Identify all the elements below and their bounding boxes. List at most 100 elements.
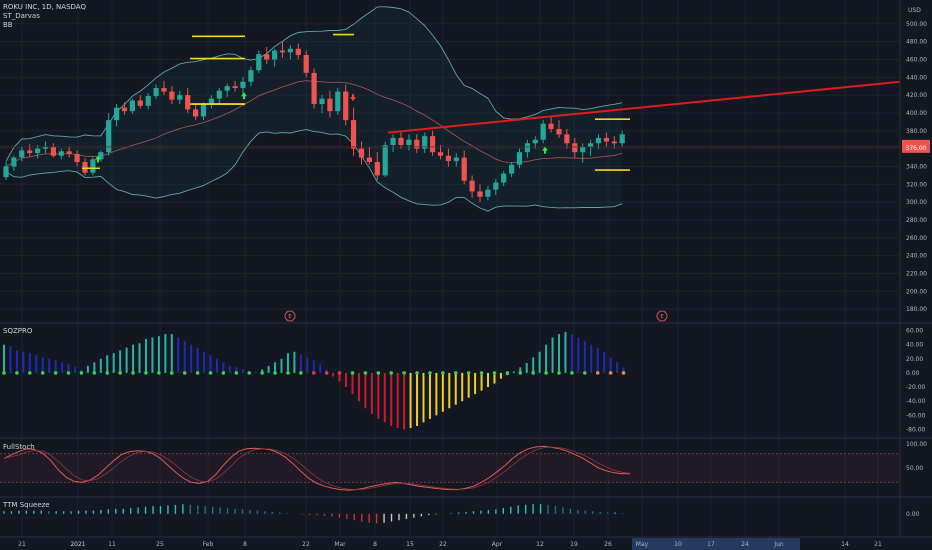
sqz-tick-label: -40.00: [906, 398, 926, 405]
candle-body: [137, 100, 143, 106]
candle-body: [422, 136, 428, 149]
candle-body: [303, 55, 309, 73]
ttm-squeeze-pane[interactable]: [3, 504, 624, 524]
candle-body: [185, 95, 191, 110]
candle-body: [161, 88, 167, 92]
squeeze-dot: [570, 371, 574, 375]
price-tick-label: 240.00: [906, 253, 927, 260]
time-axis-label: 21: [874, 541, 882, 548]
price-tick-label: 220.00: [906, 270, 927, 277]
squeeze-dot: [131, 371, 135, 375]
candle-body: [74, 153, 80, 162]
candle-body: [382, 145, 388, 176]
candle-body: [200, 104, 207, 117]
time-axis-label: 11: [108, 541, 116, 548]
candle-body: [177, 95, 183, 100]
fullstoch-title[interactable]: FullStoch: [3, 443, 35, 451]
squeeze-dot: [2, 371, 6, 375]
candle-body: [90, 159, 96, 173]
earnings-marker-label: E: [660, 314, 663, 320]
squeeze-dot: [415, 371, 419, 375]
candle-body: [358, 148, 365, 158]
squeeze-dot: [363, 371, 368, 375]
squeeze-dot: [144, 371, 148, 375]
squeeze-dot: [531, 371, 535, 375]
squeeze-dot: [15, 371, 19, 375]
time-axis-label: Mar: [334, 541, 346, 548]
time-axis-label: 10: [674, 541, 682, 548]
time-axis-label: Apr: [492, 541, 503, 548]
sqz-tick-label: 0.00: [906, 370, 920, 377]
squeeze-dot: [260, 371, 264, 375]
time-axis-label: 19: [570, 541, 578, 548]
sqzpro-pane[interactable]: [2, 331, 626, 430]
squeeze-dot: [118, 371, 122, 375]
candle-body: [295, 48, 301, 56]
candle-body: [572, 143, 578, 153]
candle-body: [272, 50, 278, 60]
time-axis-label: 2021: [70, 541, 85, 548]
ttm-squeeze-title[interactable]: TTM Squeeze: [3, 501, 50, 509]
squeeze-dot: [324, 371, 329, 375]
bollinger-lower-line: [5, 129, 623, 212]
candle-body: [516, 152, 523, 165]
indicator-darvas-label[interactable]: ST_Darvas: [3, 12, 40, 20]
price-tick-label: 280.00: [906, 217, 927, 224]
symbol-title[interactable]: ROKU INC, 1D, NASDAQ: [3, 3, 86, 11]
candle-body: [580, 146, 586, 153]
candle-body: [414, 139, 420, 149]
candle-body: [335, 91, 341, 112]
candle-body: [311, 72, 317, 105]
stoch-k-line: [3, 445, 630, 491]
squeeze-dot: [286, 371, 290, 375]
time-axis-label: 24: [741, 541, 749, 548]
squeeze-dot: [389, 371, 394, 375]
squeeze-dot: [157, 371, 161, 375]
candle-body: [501, 173, 507, 183]
last-price-value: 376.00: [906, 145, 927, 152]
candle-body: [82, 162, 88, 173]
price-tick-label: 200.00: [906, 288, 927, 295]
candle-body: [611, 141, 617, 144]
fullstoch-pane[interactable]: [0, 445, 900, 491]
squeeze-dot: [337, 371, 342, 375]
candle-body: [485, 189, 491, 197]
candle-body: [430, 136, 436, 153]
time-axis-label: 26: [604, 541, 612, 548]
price-tick-label: 500.00: [906, 21, 927, 28]
candle-body: [153, 88, 159, 97]
candle-body: [129, 100, 135, 112]
squeeze-dot: [492, 371, 497, 375]
candle-body: [224, 86, 230, 91]
squeeze-dot: [441, 371, 445, 375]
squeeze-dot: [273, 371, 277, 375]
last-price-badge: [902, 139, 930, 153]
squeeze-dot: [505, 371, 510, 375]
time-axis-label: Jun: [773, 541, 784, 548]
candle-body: [366, 157, 372, 162]
ttm-tick-label: 0.00: [906, 511, 920, 518]
candle-body: [406, 139, 412, 146]
squeeze-dot: [479, 371, 484, 375]
candle-body: [50, 146, 56, 156]
time-axis-label: 17: [707, 541, 715, 548]
trendline: [387, 80, 901, 134]
candle-body: [351, 120, 357, 149]
price-tick-label: 260.00: [906, 235, 927, 242]
candle-body: [540, 123, 546, 140]
candle-body: [619, 134, 625, 144]
indicator-bb-label[interactable]: BB: [3, 21, 13, 29]
sqzpro-title[interactable]: SQZPRO: [3, 327, 33, 335]
time-axis-label: May: [636, 541, 649, 548]
earnings-marker-icon: [656, 310, 668, 322]
sell-arrow-icon: [350, 94, 356, 102]
time-axis-label: 22: [302, 541, 310, 548]
candle-body: [319, 98, 325, 105]
time-axis-label: 15: [406, 541, 414, 548]
candle-body: [19, 150, 25, 158]
buy-arrow-icon: [95, 155, 101, 163]
squeeze-dot: [92, 371, 97, 375]
